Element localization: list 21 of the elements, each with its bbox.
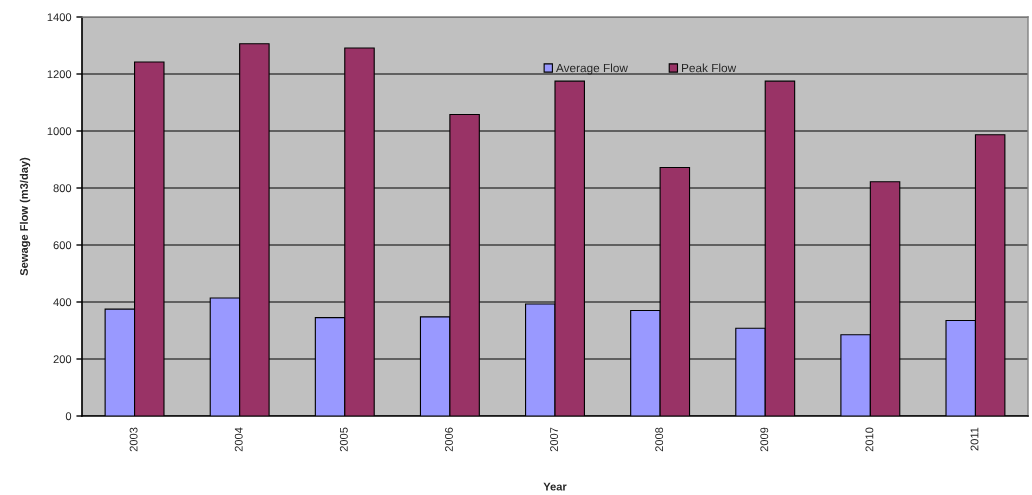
y-tick-label: 1200 bbox=[47, 70, 72, 79]
y-tick-label: 1000 bbox=[47, 127, 72, 136]
x-axis-title: Year bbox=[543, 482, 567, 491]
legend-label: Average Flow bbox=[555, 63, 628, 75]
x-tick-label: 2006 bbox=[445, 427, 453, 452]
x-tick-label: 2003 bbox=[129, 427, 138, 452]
y-axis-title: Sewage Flow (m3/day) bbox=[19, 157, 31, 276]
x-tick-label: 2004 bbox=[234, 427, 243, 452]
x-tick-label: 2007 bbox=[550, 427, 558, 452]
x-tick-label: 2010 bbox=[865, 427, 874, 452]
x-tick-label: 2005 bbox=[339, 427, 348, 452]
x-tick-label: 2011 bbox=[970, 427, 979, 451]
y-tick-label: 800 bbox=[53, 184, 72, 193]
x-tick-label: 2008 bbox=[655, 427, 664, 452]
y-tick-label: 400 bbox=[53, 298, 72, 307]
y-tick-label: 0 bbox=[65, 412, 72, 421]
y-tick-label: 1400 bbox=[47, 13, 72, 22]
legend-label: Peak Flow bbox=[682, 63, 737, 73]
y-tick-label: 200 bbox=[53, 355, 72, 364]
y-tick-label: 600 bbox=[53, 241, 72, 250]
x-tick-label: 2009 bbox=[760, 427, 769, 452]
